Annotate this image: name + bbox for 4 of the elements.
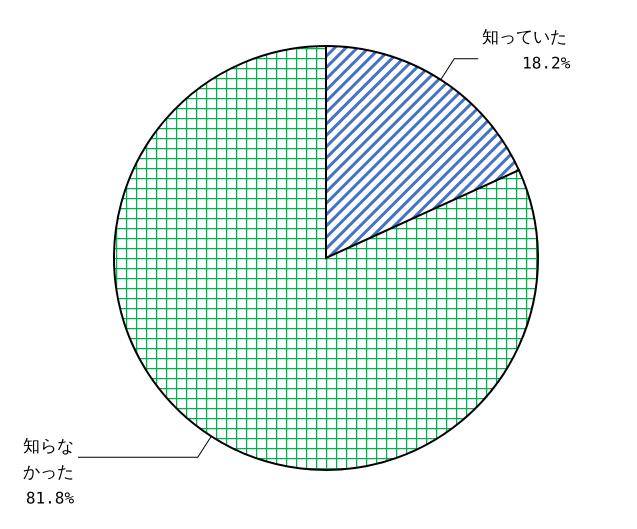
- data-label: 81.8%: [26, 488, 74, 508]
- slice-label: 知らなかった: [23, 436, 74, 482]
- slice-label: 知っていた: [482, 28, 568, 48]
- data-label: 18.2%: [522, 54, 571, 73]
